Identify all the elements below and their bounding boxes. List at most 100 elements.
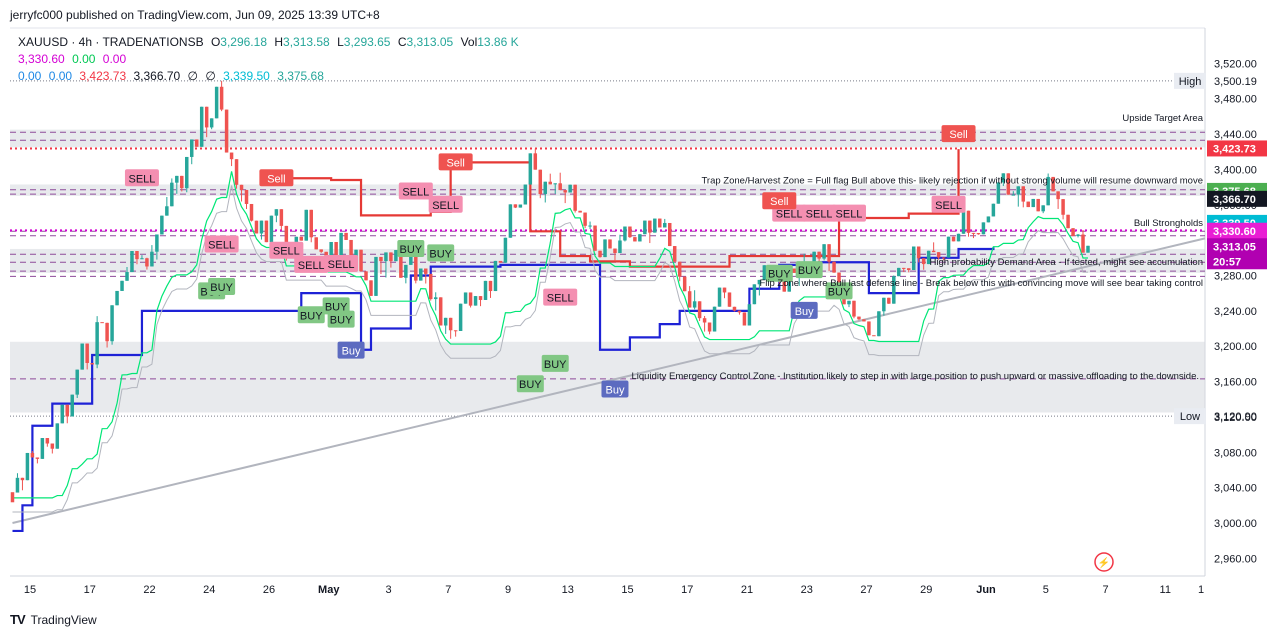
candle-body — [458, 303, 463, 331]
price-label-bg — [1174, 72, 1206, 89]
candle-body — [299, 236, 304, 241]
signal-bg — [831, 204, 866, 222]
candle-body — [438, 297, 443, 326]
candle-body — [588, 225, 592, 227]
sell-signal-label: Sell — [941, 125, 976, 143]
candle-body — [374, 256, 378, 296]
legend-ind-value: 0.00 — [18, 69, 42, 83]
candle-body — [633, 237, 637, 242]
candle-body — [643, 220, 647, 235]
buy-signal-label: BUY — [322, 297, 350, 315]
candle-body — [284, 225, 289, 257]
candle-body — [658, 218, 662, 228]
candle-body — [682, 276, 687, 292]
signal-text: SELL — [273, 246, 300, 258]
candle-body — [404, 264, 408, 278]
tradingview-logo-icon[interactable]: TV — [10, 612, 26, 627]
signal-text: BUY — [325, 301, 348, 313]
level-zone — [10, 184, 1205, 196]
signal-bg — [269, 241, 304, 259]
candle-body — [946, 236, 951, 258]
candle-body — [692, 301, 697, 308]
legend-ind-value: 3,366.70 — [133, 69, 181, 83]
buy-signal-label: BUY — [765, 264, 793, 282]
publish-header: jerryfc000 published on TradingView.com,… — [0, 0, 1281, 28]
signal-text: Buy — [342, 346, 361, 358]
candle-body — [752, 284, 757, 305]
price-badge-text: 3,313.05 — [1213, 241, 1256, 253]
candle-body — [558, 183, 562, 191]
price-label-name: High — [1179, 76, 1202, 88]
signal-text: SELL — [128, 173, 155, 185]
candle-body — [892, 276, 896, 304]
price-badge-bg — [1207, 238, 1267, 255]
candle-body — [847, 300, 851, 305]
price-badge-bg — [1207, 190, 1267, 207]
candle-body — [1001, 173, 1006, 183]
signal-text: SELL — [836, 209, 863, 221]
candle-body — [1026, 201, 1030, 208]
y-axis-tick-label: 3,520.00 — [1214, 58, 1257, 70]
candle-body — [897, 267, 901, 277]
candle-body — [443, 317, 448, 326]
sell-signal-label: SELL — [543, 288, 578, 306]
legend-volume-value: 13.86 K — [477, 35, 519, 49]
candle-body — [239, 184, 244, 190]
footer-brand[interactable]: TradingView — [30, 612, 97, 627]
candle-body — [155, 234, 159, 252]
candle-body — [204, 106, 209, 128]
signal-text: SELL — [208, 240, 235, 252]
candle-body — [583, 212, 587, 226]
candle-body — [20, 477, 25, 481]
legend-symbol[interactable]: XAUUSD · 4h · TRADENATIONSB — [18, 35, 204, 49]
candle-body — [379, 256, 383, 262]
candle-body — [498, 260, 503, 263]
candle-body — [175, 175, 179, 183]
candle-body — [493, 260, 498, 292]
y-axis-tick-label: 3,160.00 — [1214, 377, 1257, 389]
candle-body — [294, 236, 299, 246]
buy-signal-label: Buy — [790, 301, 818, 319]
candle-body — [488, 280, 493, 292]
signal-bg — [541, 354, 569, 372]
candle-body — [568, 184, 572, 193]
price-label-value: 3,120.90 — [1214, 411, 1257, 423]
x-axis-tick-label: 9 — [505, 584, 511, 596]
legend-ind-value: 0.00 — [72, 52, 96, 66]
level-zone — [10, 341, 1205, 413]
signal-bg — [438, 153, 473, 171]
candle-body — [712, 306, 717, 332]
signal-text: SELL — [935, 200, 962, 212]
grey-trail-line — [12, 185, 1088, 513]
candle-body — [1061, 199, 1065, 215]
signal-text: BUY — [400, 244, 423, 256]
signal-bg — [427, 244, 455, 262]
price-label-value: 3,500.19 — [1214, 76, 1257, 88]
candle-body — [115, 290, 119, 306]
signal-text: Sell — [949, 129, 967, 141]
candle-body — [35, 457, 40, 459]
legend-ind-value: 3,330.60 — [18, 52, 65, 66]
legend-low-value: 3,293.65 — [343, 35, 391, 49]
candle-body — [409, 252, 413, 265]
signal-bg — [601, 380, 629, 398]
candle-body — [916, 246, 921, 259]
legend-indicator-row-2: 0.00 0.00 3,423.73 3,366.70 ∅ ∅ 3,339.50… — [18, 68, 519, 85]
x-axis-tick-label: 24 — [203, 584, 215, 596]
candle-body — [125, 272, 129, 281]
legend-ohlc-row: XAUUSD · 4h · TRADENATIONSB O3,296.18 H3… — [18, 34, 519, 51]
candle-body — [224, 109, 229, 153]
candle-body — [921, 258, 926, 265]
candle-body — [1076, 234, 1080, 237]
signal-text: BUY — [429, 248, 452, 260]
price-label-name: Low — [1180, 411, 1200, 423]
legend-ind-value: 3,423.73 — [79, 69, 127, 83]
candle-body — [722, 287, 727, 293]
candle-body — [543, 181, 548, 195]
candle-body — [10, 492, 15, 503]
candle-body — [219, 86, 224, 110]
candle-body — [707, 322, 712, 332]
candle-body — [862, 319, 866, 322]
legend-close-label: C — [397, 35, 407, 49]
